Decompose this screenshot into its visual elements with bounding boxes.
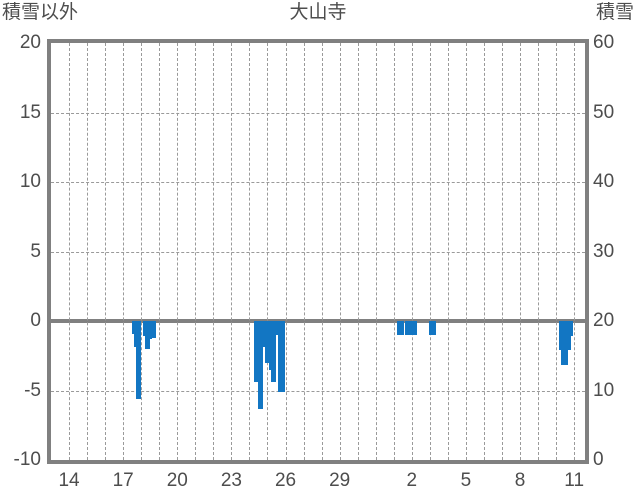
y-axis-tick-label-left: 20 [19,32,41,53]
bar [258,321,264,409]
bar [398,321,404,335]
y-axis-tick-label-left: -5 [24,379,41,401]
vertical-gridline [447,43,449,460]
vertical-gridline [285,43,287,460]
x-axis-tick-label: 11 [564,470,585,491]
x-axis-tick-label: 17 [112,470,134,491]
vertical-gridline [502,43,503,460]
bar [136,321,142,399]
vertical-gridline [321,43,323,460]
bar [567,321,573,337]
horizontal-gridline [51,182,585,183]
vertical-gridline [141,43,143,460]
vertical-gridline [393,43,395,460]
y-axis-tick-label-right: 0 [593,449,604,470]
vertical-gridline [375,43,377,460]
x-axis-tick-label: 26 [274,470,297,491]
vertical-gridline [231,43,233,460]
vertical-gridline [267,43,269,460]
vertical-gridline [574,43,576,460]
bar [407,321,413,335]
bar [271,321,277,383]
zero-line [51,319,585,323]
bar [411,321,417,335]
x-axis-tick-label: 14 [58,470,80,491]
y-axis-tick-label-right: 60 [593,32,615,53]
plot-area [51,43,585,460]
horizontal-gridline [51,112,585,114]
vertical-gridline [483,43,485,460]
vertical-gridline [159,43,161,460]
vertical-gridline [123,43,125,460]
y-axis-tick-label-left: 5 [30,240,41,262]
left-axis-title: 積雪以外 [2,2,79,23]
vertical-gridline [87,43,89,460]
y-axis-tick-label-right: 30 [593,240,615,262]
horizontal-gridline [51,251,585,253]
vertical-gridline [465,43,467,460]
vertical-gridline [429,43,431,460]
y-axis-tick-label-left: -10 [13,449,41,470]
bar [279,321,285,392]
vertical-gridline [177,43,179,460]
vertical-gridline [69,43,71,460]
right-axis-title: 積雪 [595,2,634,23]
chart-title: 大山寺 [289,2,347,23]
bar [264,321,270,363]
horizontal-gridline [51,390,585,392]
vertical-gridline [520,43,522,460]
x-axis-tick-label: 2 [406,470,418,491]
y-axis-tick-label-left: 15 [19,101,41,123]
vertical-gridline [556,43,558,460]
x-axis-tick-label: 20 [166,470,188,491]
x-axis-tick-label: 29 [329,470,351,491]
vertical-gridline [303,43,305,460]
vertical-gridline [105,43,107,460]
vertical-gridline [538,43,540,460]
y-axis-tick-label-left: 0 [30,310,41,331]
vertical-gridline [213,43,215,460]
y-axis-tick-label-right: 10 [593,379,615,401]
y-axis-tick-label-right: 40 [593,171,615,192]
vertical-gridline [339,43,341,460]
vertical-gridline [411,43,413,460]
vertical-gridline [357,43,359,460]
vertical-gridline [249,43,251,460]
x-axis-tick-label: 5 [460,470,472,491]
vertical-gridline [195,43,197,460]
x-axis-tick-label: 23 [220,470,242,491]
bar [431,321,437,335]
y-axis-tick-label-left: 10 [19,171,41,192]
bar [253,321,259,383]
y-axis-tick-label-right: 20 [593,310,615,331]
x-axis-tick-label: 8 [514,470,526,491]
y-axis-tick-label-right: 50 [593,101,615,123]
bar [151,321,157,338]
